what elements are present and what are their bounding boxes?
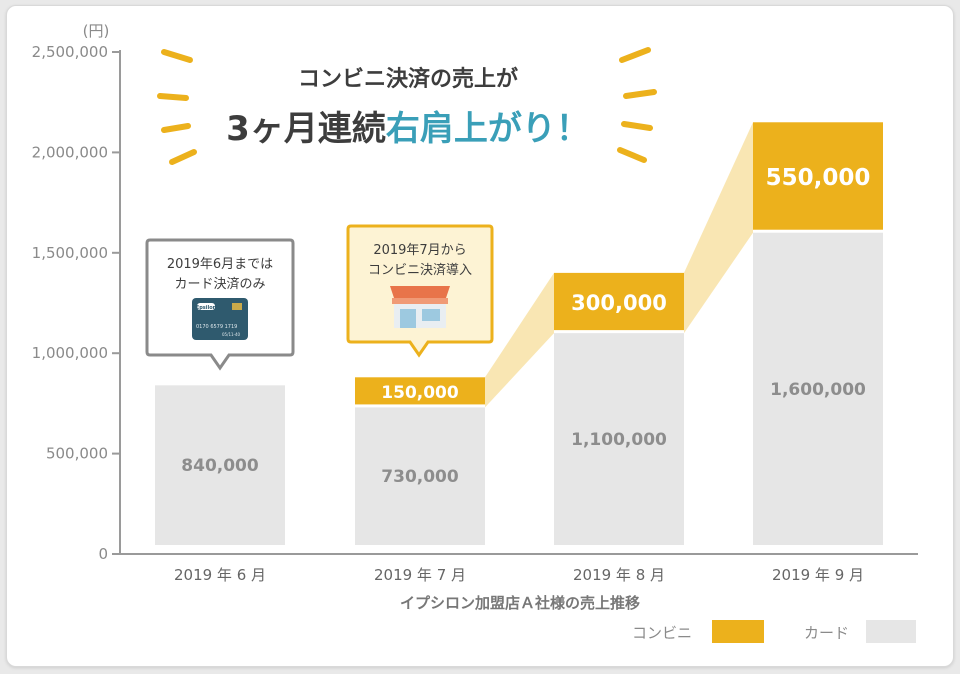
y-tick-label: 1,000,000 (32, 344, 108, 362)
callout-june-line1: 2019年6月までは (167, 257, 273, 272)
y-tick-label: 2,500,000 (32, 43, 108, 61)
legend-label-card: カード (804, 624, 849, 642)
legend-label-konbini: コンビニ (632, 624, 692, 642)
legend-swatch-konbini (712, 620, 764, 643)
bar-card (355, 407, 485, 545)
headline-line2-a: 3ヶ月連続 (226, 109, 386, 149)
growth-connector (684, 122, 753, 334)
bar-card-label: 730,000 (381, 467, 459, 487)
callout-july-line2: コンビニ決済導入 (368, 262, 472, 278)
x-tick-label: 2019 年 6 月 (174, 566, 266, 584)
bar-konbini-label: 550,000 (766, 165, 871, 191)
card-number-text: 0170 6579 1719 (196, 324, 237, 330)
legend: コンビニ カード (632, 620, 916, 643)
x-axis-title: イプシロン加盟店Ａ社様の売上推移 (400, 594, 640, 612)
store-icon (390, 286, 450, 328)
y-tick-label: 500,000 (46, 445, 108, 463)
y-unit-label: (円) (83, 22, 110, 40)
y-tick-label: 0 (98, 545, 108, 563)
bar-card-label: 1,600,000 (770, 380, 866, 400)
bar-card (155, 385, 285, 545)
y-tick-label: 2,000,000 (32, 143, 108, 161)
legend-swatch-card (866, 620, 916, 643)
card-expiry-text: 05/11-40 (222, 332, 241, 337)
callout-june-line2: カード決済のみ (174, 276, 265, 292)
x-tick-label: 2019 年 9 月 (772, 566, 864, 584)
bar-card (753, 232, 883, 545)
callout-july: 2019年7月から コンビニ決済導入 (346, 224, 494, 358)
bar-card-label: 840,000 (181, 456, 259, 476)
credit-card-icon: Epsilon 0170 6579 1719 05/11-40 (192, 298, 248, 340)
headline-rays (157, 47, 657, 165)
bar-card-label: 1,100,000 (571, 430, 667, 450)
bar-konbini-label: 150,000 (381, 383, 459, 403)
headline-line2: 3ヶ月連続右肩上がり！ (226, 109, 590, 149)
headline-line2-b: 右肩上がり！ (386, 109, 590, 149)
growth-connector (485, 272, 554, 408)
x-tick-label: 2019 年 7 月 (374, 566, 466, 584)
card-brand-text: Epsilon (196, 305, 217, 311)
bar-konbini (753, 122, 883, 230)
callout-july-line1: 2019年7月から (373, 243, 466, 258)
bar-konbini (554, 272, 684, 331)
x-tick-label: 2019 年 8 月 (573, 566, 665, 584)
bar-konbini-label: 300,000 (571, 291, 667, 315)
bar-konbini (355, 377, 485, 405)
bar-card (554, 333, 684, 545)
y-tick-label: 1,500,000 (32, 244, 108, 262)
callout-june: 2019年6月までは カード決済のみ Epsilon 0170 6579 171… (145, 238, 295, 371)
headline-line1: コンビニ決済の売上が (298, 66, 518, 92)
